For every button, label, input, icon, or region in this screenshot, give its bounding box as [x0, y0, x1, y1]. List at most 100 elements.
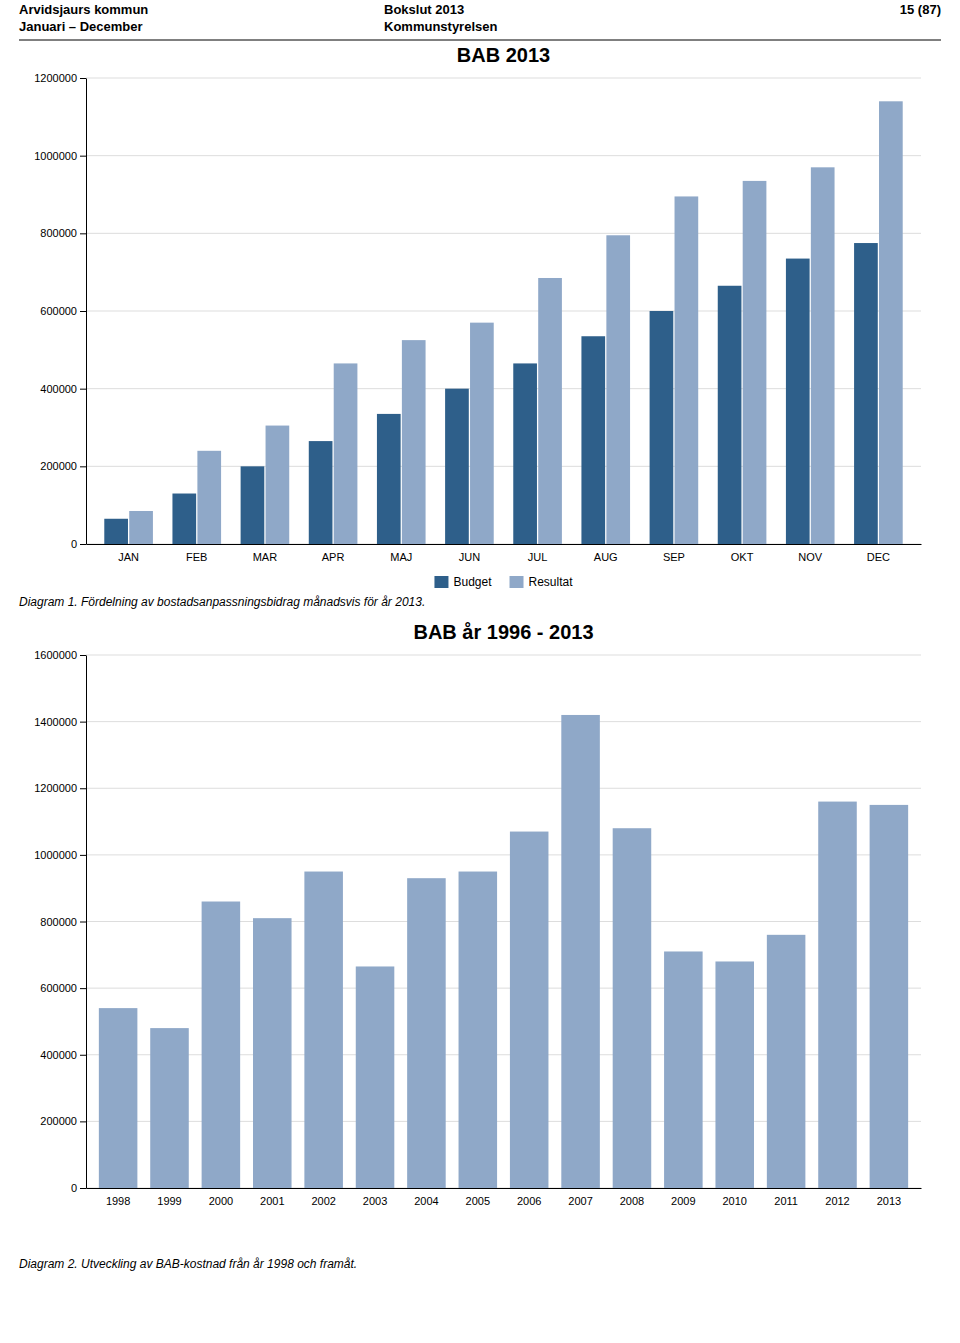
bars [99, 715, 908, 1188]
y-tick-mark [80, 311, 86, 312]
x-tick: 2008 [620, 1195, 644, 1207]
x-tick: 1998 [106, 1195, 130, 1207]
bar [172, 494, 196, 544]
y-axis: 0200000400000600000800000100000012000001… [34, 649, 86, 1194]
x-axis: 1998199920002001200220032004200520062007… [87, 1189, 922, 1207]
bar [743, 181, 767, 544]
x-tick-label: 2002 [311, 1195, 335, 1207]
x-axis: JANFEBMARAPRMAJJUNJULAUGSEPOKTNOVDEC [87, 545, 922, 563]
y-tick-mark [80, 722, 86, 723]
bar [767, 935, 806, 1188]
bar [510, 832, 549, 1188]
x-tick: JUL [528, 551, 548, 563]
legend-swatch [510, 576, 524, 588]
y-tick-mark [80, 922, 86, 923]
bar [304, 872, 343, 1188]
y-axis: 020000040000060000080000010000001200000 [34, 72, 86, 550]
y-tick-mark [80, 655, 86, 656]
header-text: Kommunstyrelsen [384, 19, 497, 34]
x-tick: MAR [253, 551, 278, 563]
x-tick-label: 2010 [722, 1195, 746, 1207]
x-tick: DEC [867, 551, 890, 563]
x-tick-label: 2003 [363, 1195, 387, 1207]
x-tick: 2007 [568, 1195, 592, 1207]
x-tick-label: OKT [731, 551, 754, 563]
x-tick-label: 2013 [877, 1195, 901, 1207]
bar [675, 196, 699, 544]
legend-label: Resultat [529, 575, 574, 589]
x-tick: APR [322, 551, 345, 563]
grid-line [86, 155, 921, 156]
bar [664, 951, 703, 1188]
x-tick: JUN [459, 551, 480, 563]
y-tick-label: 400000 [40, 1049, 77, 1061]
x-tick-label: 2001 [260, 1195, 284, 1207]
y-tick-mark [80, 389, 86, 390]
y-tick-label: 600000 [40, 982, 77, 994]
y-tick: 200000 [40, 1115, 86, 1127]
bar [99, 1008, 138, 1188]
y-tick-label: 800000 [40, 227, 77, 239]
grid [86, 655, 921, 1188]
bar [879, 101, 903, 544]
y-tick: 1600000 [34, 649, 86, 661]
chart: BAB 201302000004000006000008000001000000… [34, 44, 921, 589]
x-tick: 2010 [722, 1195, 746, 1207]
y-tick-label: 200000 [40, 460, 77, 472]
grid-line [86, 854, 921, 855]
legend: Budget Resultat [434, 575, 573, 589]
x-tick-label: 1999 [157, 1195, 181, 1207]
y-tick: 1000000 [34, 849, 86, 861]
x-tick: MAJ [390, 551, 412, 563]
x-tick-label: 2012 [825, 1195, 849, 1207]
y-tick-label: 0 [71, 1182, 77, 1194]
x-tick-label: FEB [186, 551, 207, 563]
x-tick: NOV [798, 551, 823, 563]
x-tick-label: 2011 [774, 1195, 798, 1207]
y-tick: 800000 [40, 227, 86, 239]
bar [150, 1028, 189, 1188]
x-axis-line [87, 544, 922, 545]
bar [266, 426, 290, 544]
bars [104, 101, 902, 544]
page: BAB 201302000004000006000008000001000000… [0, 0, 960, 1343]
header-separator [19, 40, 941, 41]
grid-line [86, 655, 921, 656]
grid-line [86, 721, 921, 722]
x-tick-label: JUN [459, 551, 480, 563]
bar [407, 878, 446, 1188]
y-tick-mark [80, 988, 86, 989]
y-tick: 200000 [40, 460, 86, 472]
y-tick: 0 [71, 538, 86, 550]
x-tick-label: NOV [798, 551, 823, 563]
x-tick-label: 2006 [517, 1195, 541, 1207]
y-axis-line [86, 79, 87, 545]
bar [513, 363, 537, 544]
x-tick-label: 2008 [620, 1195, 644, 1207]
x-tick: 2013 [877, 1195, 901, 1207]
chart-title: BAB år 1996 - 2013 [413, 621, 593, 643]
y-tick-label: 600000 [40, 305, 77, 317]
y-tick: 0 [71, 1182, 86, 1194]
bar [538, 278, 562, 544]
y-axis-line [86, 656, 87, 1189]
header-text: Arvidsjaurs kommun [19, 2, 148, 17]
x-tick: 2003 [363, 1195, 387, 1207]
y-tick-label: 1200000 [34, 72, 77, 84]
x-tick: 2002 [311, 1195, 335, 1207]
header-text: 15 (87) [900, 2, 941, 17]
x-axis-line [87, 1188, 922, 1189]
bar [786, 259, 810, 544]
y-tick-mark [80, 1055, 86, 1056]
x-tick-label: AUG [594, 551, 618, 563]
y-tick-mark [80, 855, 86, 856]
y-tick-mark [80, 788, 86, 789]
bar [202, 902, 241, 1188]
y-tick-label: 1600000 [34, 649, 77, 661]
y-tick: 1000000 [34, 150, 86, 162]
header-text: Bokslut 2013 [384, 2, 464, 17]
grid [86, 78, 921, 544]
y-tick-label: 1000000 [34, 150, 77, 162]
bar [606, 235, 630, 544]
legend-label: Budget [453, 575, 492, 589]
